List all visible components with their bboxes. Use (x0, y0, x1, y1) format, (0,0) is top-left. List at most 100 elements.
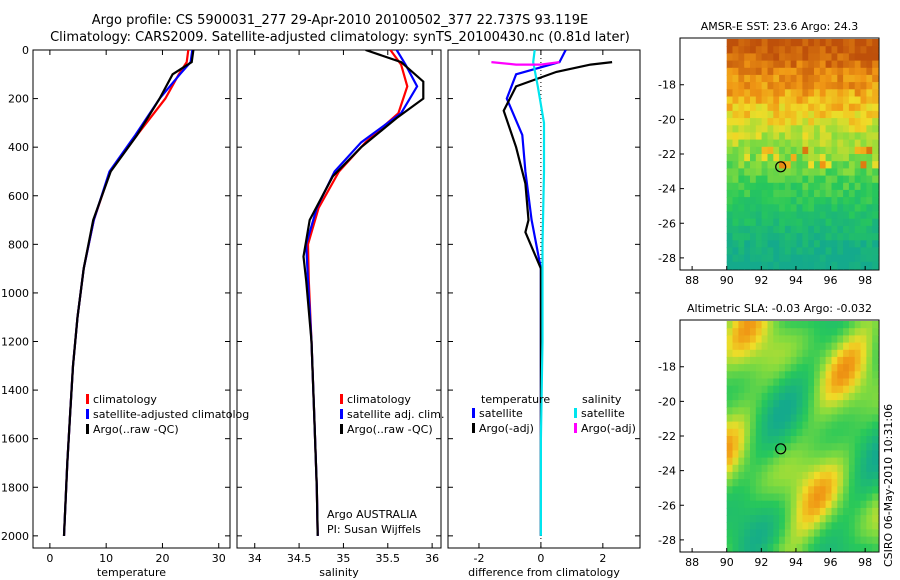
map-cell (860, 371, 867, 380)
map-cell (732, 125, 739, 134)
map-cell (860, 118, 867, 126)
map-cell (784, 436, 792, 444)
map-cell (860, 189, 867, 198)
map-cell (837, 529, 844, 538)
map-cell (790, 371, 798, 380)
map-cell (790, 536, 798, 545)
map-cell (825, 39, 832, 47)
map-cell (726, 175, 734, 184)
map-cell (825, 385, 832, 394)
map-cell (767, 500, 774, 509)
map-cell (738, 364, 745, 372)
map-cell (744, 197, 751, 205)
map-cell (755, 515, 763, 523)
map-cell (825, 60, 832, 69)
map-cell (837, 385, 844, 394)
map-cell (784, 211, 792, 220)
map-cell (854, 146, 862, 155)
map-cell (744, 110, 751, 119)
map-cell (814, 132, 821, 141)
map-cell (796, 421, 803, 430)
y-tick-label: 400 (8, 141, 29, 154)
map-cell (750, 349, 757, 358)
map-cell (808, 400, 815, 408)
map-cell (732, 371, 739, 380)
map-cell (860, 450, 867, 459)
map-cell (773, 182, 780, 191)
map-cell (755, 67, 763, 76)
map-cell (761, 536, 768, 545)
map-cell (761, 146, 768, 155)
map-cell (837, 261, 844, 270)
map-cell (843, 110, 850, 119)
map-cell (750, 342, 757, 351)
map-cell (808, 364, 815, 372)
map-cell (843, 493, 850, 502)
map-cell (854, 254, 862, 263)
map-cell (744, 522, 751, 531)
map-cell (843, 529, 850, 538)
map-cell (726, 407, 734, 416)
map-cell (802, 261, 809, 270)
y-tick-label: 1600 (1, 433, 29, 446)
map-cell (755, 233, 763, 241)
map-cell (779, 53, 786, 62)
map-cell (848, 82, 856, 90)
map-cell (779, 443, 786, 451)
map-cell (860, 139, 867, 148)
map-cell (767, 414, 774, 423)
map-cell (854, 218, 862, 227)
map-cell (831, 515, 838, 523)
legend-swatch (574, 423, 577, 433)
map-cell (872, 175, 879, 184)
map-cell (750, 233, 757, 241)
map-cell (755, 543, 763, 552)
map-cell (872, 493, 879, 502)
map-cell (848, 60, 856, 69)
map-cell (837, 132, 844, 141)
map-cell (738, 161, 745, 169)
map-cell (784, 182, 792, 191)
map-cell (726, 342, 734, 351)
map-cell (848, 261, 856, 270)
map-cell (726, 471, 734, 480)
map-cell (726, 428, 734, 437)
map-cell (802, 197, 809, 205)
map-cell (819, 342, 827, 351)
map-cell (808, 211, 815, 220)
map-cell (790, 421, 798, 430)
map-cell (784, 60, 792, 69)
map-cell (784, 46, 792, 54)
map-cell (761, 125, 768, 134)
map-cell (854, 529, 862, 538)
map-cell (814, 371, 821, 380)
map-cell (808, 189, 815, 198)
map-cell (860, 96, 867, 105)
map-cell (738, 139, 745, 148)
map-cell (848, 356, 856, 365)
map-cell (738, 96, 745, 105)
map-cell (843, 175, 850, 184)
map-cell (860, 110, 867, 119)
map-cell (802, 378, 809, 387)
map-cell (773, 385, 780, 394)
map-cell (866, 132, 873, 141)
map-cell (843, 146, 850, 155)
map-cell (744, 529, 751, 538)
y-tick-label: 200 (8, 93, 29, 106)
map-cell (831, 60, 838, 69)
map-cell (790, 211, 798, 220)
map-cell (744, 328, 751, 336)
map-cell (854, 457, 862, 466)
map-cell (744, 493, 751, 502)
map-cell (773, 154, 780, 162)
map-cell (843, 349, 850, 358)
map-cell (866, 464, 873, 473)
map-cell (761, 118, 768, 126)
map-cell (872, 254, 879, 263)
map-cell (796, 132, 803, 141)
map-cell (854, 407, 862, 416)
y-tick-label: 800 (8, 238, 29, 251)
map-cell (750, 197, 757, 205)
map-cell (761, 364, 768, 372)
